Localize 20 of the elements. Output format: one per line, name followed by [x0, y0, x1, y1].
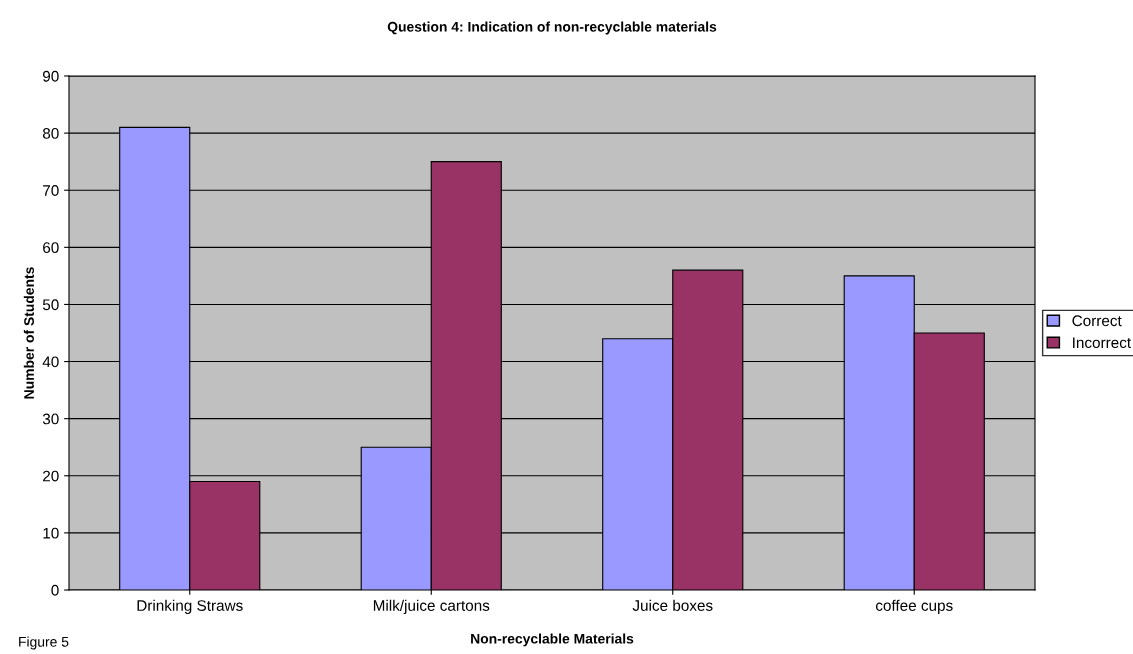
- y-axis-title: Number of Students: [23, 267, 34, 399]
- x-tick-label: coffee cups: [875, 599, 953, 614]
- y-tick-label: 80: [42, 127, 59, 139]
- x-tick-label: Milk/juice cartons: [373, 599, 490, 614]
- x-tick-label: Juice boxes: [632, 599, 713, 611]
- y-tick-label: 50: [42, 299, 59, 311]
- y-tick-label: 30: [42, 413, 59, 425]
- caption: Figure 5: [19, 636, 69, 650]
- y-tick-label: 70: [43, 185, 59, 196]
- y-tick-label: 20: [43, 470, 59, 482]
- x-axis-title: Non-recyclable Materials: [471, 633, 634, 647]
- y-tick-label: 90: [43, 70, 59, 82]
- legend-label: Incorrect: [1073, 337, 1131, 349]
- x-tick-label: Drinking Straws: [137, 599, 243, 614]
- chart-title: Question 4: Indication of non-recyclable materials: [387, 21, 717, 35]
- y-tick-label: 0: [51, 584, 59, 596]
- y-tick-label: 40: [42, 356, 59, 368]
- y-tick-label: 60: [43, 242, 59, 254]
- legend-label: Correct: [1072, 315, 1122, 327]
- y-tick-label: 10: [43, 527, 59, 539]
